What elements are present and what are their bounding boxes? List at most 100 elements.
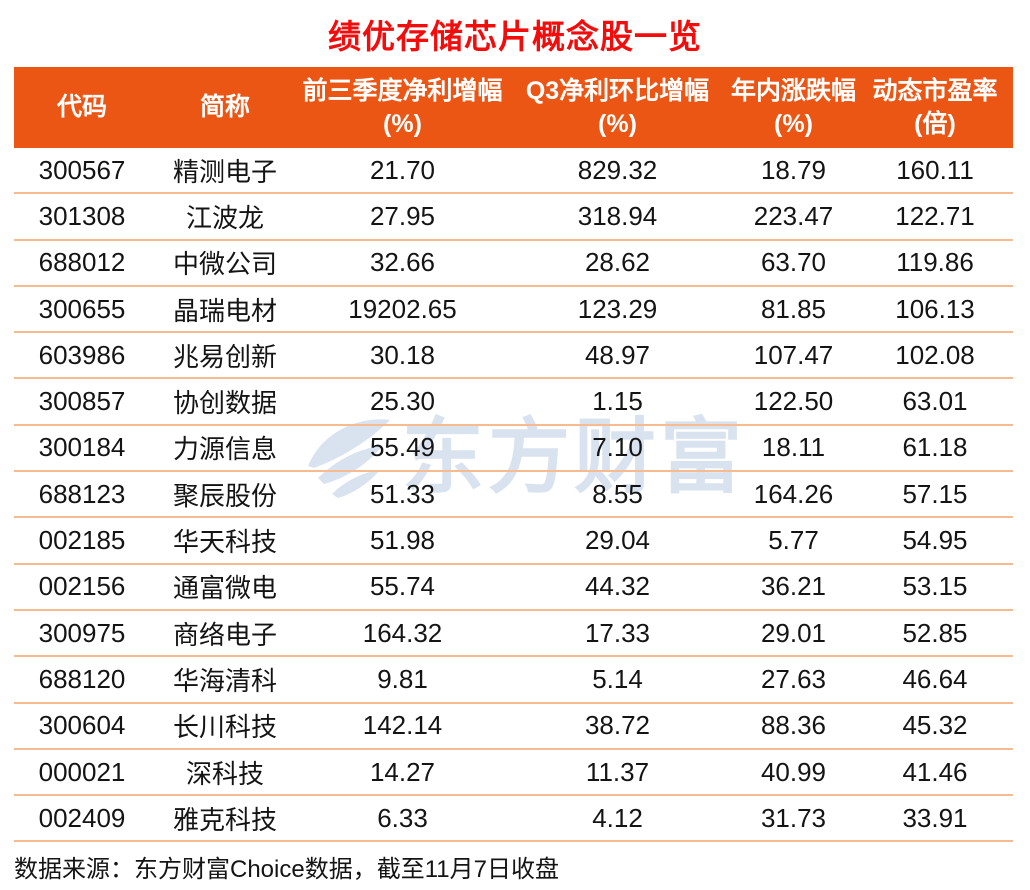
table-cell: 106.13 [857,285,1013,334]
table-cell: 1.15 [505,378,730,426]
table-cell: 301308 [14,193,150,241]
table-cell: 223.47 [730,193,857,241]
table-cell: 29.01 [730,609,857,658]
table-row: 300857 协创数据 25.30 1.15 122.50 63.01 [14,378,1013,426]
table-cell: 122.71 [857,193,1013,241]
table-cell: 精测电子 [150,148,300,195]
table-row: 000021 深科技 14.27 11.37 40.99 41.46 [14,748,1013,797]
table-row: 301308 江波龙 27.95 318.94 223.47 122.71 [14,193,1013,241]
table-cell: 长川科技 [150,702,300,750]
table-cell: 21.70 [300,148,505,195]
table-cell: 31.73 [730,795,857,843]
table-cell: 48.97 [505,332,730,380]
column-header: 简称 [150,67,300,148]
table-cell: 9.81 [300,656,505,704]
table-row: 688012 中微公司 32.66 28.62 63.70 119.86 [14,239,1013,287]
table-cell: 44.32 [505,563,730,611]
table-row: 002185 华天科技 51.98 29.04 5.77 54.95 [14,517,1013,565]
column-header: 动态市盈率 (倍) [857,67,1013,148]
table-cell: 300655 [14,285,150,334]
table-row: 300184 力源信息 55.49 7.10 18.11 61.18 [14,424,1013,473]
page-title: 绩优存储芯片概念股一览 [328,18,702,55]
table-cell: 协创数据 [150,378,300,426]
table-cell: 33.91 [857,795,1013,843]
table-cell: 29.04 [505,517,730,565]
table-row: 688123 聚辰股份 51.33 8.55 164.26 57.15 [14,471,1013,519]
table-row: 603986 兆易创新 30.18 48.97 107.47 102.08 [14,332,1013,380]
table-cell: 45.32 [857,702,1013,750]
column-header: Q3净利环比增幅 (%) [505,67,730,148]
table-cell: 81.85 [730,285,857,334]
table-cell: 829.32 [505,148,730,195]
table-cell: 122.50 [730,378,857,426]
table-row: 002156 通富微电 55.74 44.32 36.21 53.15 [14,563,1013,611]
table-cell: 6.33 [300,795,505,843]
source-note: 数据来源：东方财富Choice数据，截至11月7日收盘 [14,856,559,883]
table-cell: 688120 [14,656,150,704]
table-cell: 002156 [14,563,150,611]
table-cell: 华天科技 [150,517,300,565]
table-cell: 14.27 [300,748,505,797]
table-cell: 商络电子 [150,609,300,658]
table-cell: 4.12 [505,795,730,843]
table-cell: 江波龙 [150,193,300,241]
table-cell: 102.08 [857,332,1013,380]
table-cell: 54.95 [857,517,1013,565]
table-cell: 603986 [14,332,150,380]
table-cell: 002409 [14,795,150,843]
table-cell: 19202.65 [300,285,505,334]
table-cell: 晶瑞电材 [150,285,300,334]
table-cell: 40.99 [730,748,857,797]
table-cell: 123.29 [505,285,730,334]
table-cell: 688123 [14,471,150,519]
table-cell: 300857 [14,378,150,426]
table-cell: 002185 [14,517,150,565]
table-cell: 88.36 [730,702,857,750]
table-cell: 63.70 [730,239,857,287]
table-row: 300604 长川科技 142.14 38.72 88.36 45.32 [14,702,1013,750]
column-header: 前三季度净利增幅 (%) [300,67,505,148]
table-cell: 55.49 [300,424,505,473]
table-cell: 142.14 [300,702,505,750]
table-cell: 25.30 [300,378,505,426]
column-header: 年内涨跌幅 (%) [730,67,857,148]
table-body: 300567 精测电子 21.70 829.32 18.79 160.11 301308 江波… [14,148,1013,843]
table-cell: 深科技 [150,748,300,797]
table-cell: 雅克科技 [150,795,300,843]
table-cell: 华海清科 [150,656,300,704]
column-header: 代码 [14,67,150,148]
table-cell: 107.47 [730,332,857,380]
stock-table: 代码 简称 前三季度净利增幅 (%) Q3净利环比增幅 (%) 年内涨跌幅 (%) 动态市盈率(… [14,67,1013,843]
table-cell: 11.37 [505,748,730,797]
table-cell: 51.98 [300,517,505,565]
table-cell: 51.33 [300,471,505,519]
table-cell: 通富微电 [150,563,300,611]
table-cell: 18.11 [730,424,857,473]
table-cell: 聚辰股份 [150,471,300,519]
table-cell: 7.10 [505,424,730,473]
table-cell: 5.14 [505,656,730,704]
table-cell: 36.21 [730,563,857,611]
table-cell: 27.63 [730,656,857,704]
table-cell: 中微公司 [150,239,300,287]
table-cell: 52.85 [857,609,1013,658]
table-cell: 300604 [14,702,150,750]
table-cell: 688012 [14,239,150,287]
table-row: 300567 精测电子 21.70 829.32 18.79 160.11 [14,148,1013,195]
table-cell: 32.66 [300,239,505,287]
table-cell: 000021 [14,748,150,797]
table-cell: 300975 [14,609,150,658]
table-cell: 164.32 [300,609,505,658]
table-cell: 300184 [14,424,150,473]
table-cell: 18.79 [730,148,857,195]
table-cell: 318.94 [505,193,730,241]
table-cell: 160.11 [857,148,1013,195]
table-cell: 300567 [14,148,150,195]
table-cell: 55.74 [300,563,505,611]
table-cell: 27.95 [300,193,505,241]
table-cell: 5.77 [730,517,857,565]
table-row: 002409 雅克科技 6.33 4.12 31.73 33.91 [14,795,1013,843]
table-cell: 17.33 [505,609,730,658]
table-row: 300975 商络电子 164.32 17.33 29.01 52.85 [14,609,1013,658]
table-cell: 28.62 [505,239,730,287]
